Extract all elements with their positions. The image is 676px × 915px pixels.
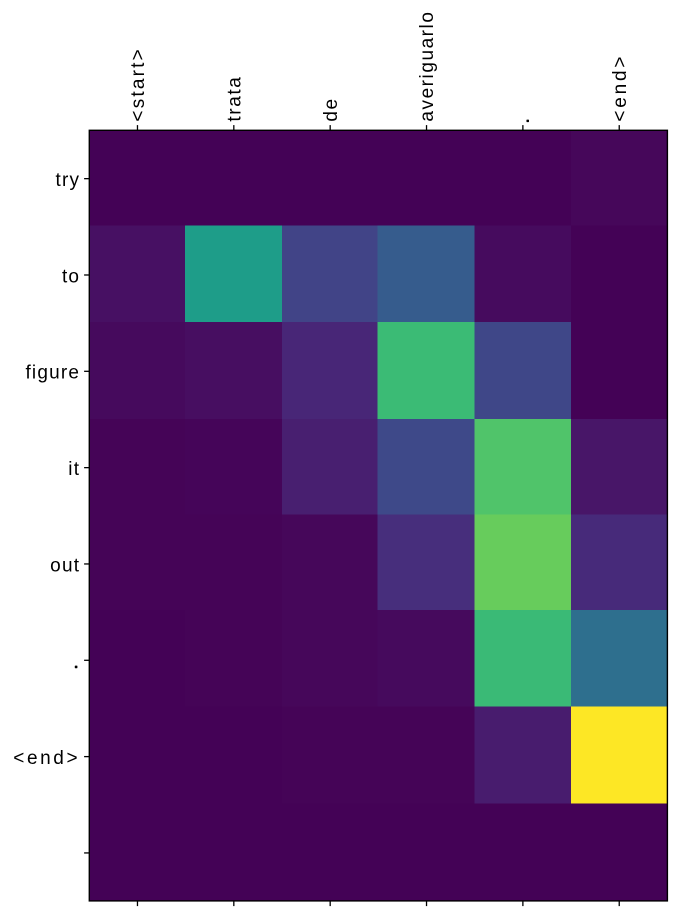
svg-text:out: out (50, 555, 80, 576)
svg-text:it: it (68, 459, 80, 480)
svg-text:to: to (62, 266, 80, 287)
svg-text:<end>: <end> (13, 748, 80, 769)
svg-text:try: try (55, 170, 80, 191)
svg-text:figure: figure (25, 363, 80, 384)
svg-text:<end>: <end> (610, 54, 631, 122)
svg-text:averiguarlo: averiguarlo (417, 11, 438, 122)
svg-text:de: de (321, 97, 342, 121)
svg-text:trata: trata (224, 76, 245, 122)
svg-text:<start>: <start> (128, 47, 149, 122)
